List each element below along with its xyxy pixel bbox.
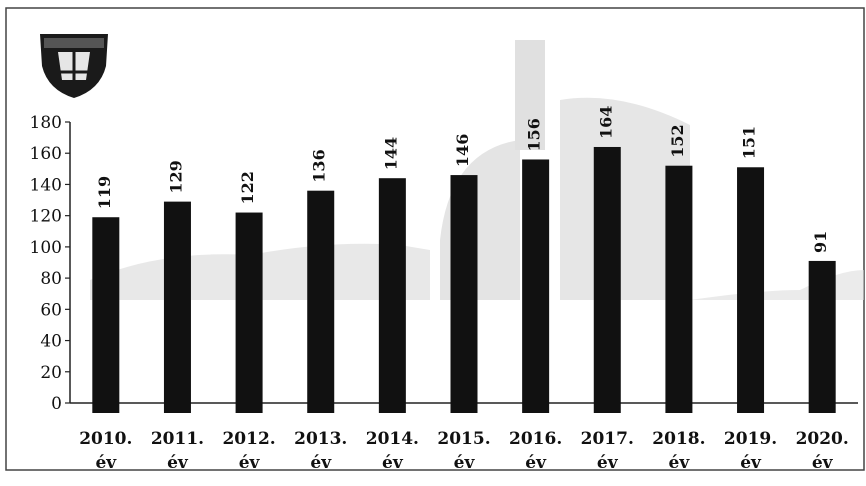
data-label: 152 bbox=[668, 124, 687, 157]
bar bbox=[307, 190, 335, 413]
bar bbox=[737, 167, 765, 413]
x-tick-label: 2013. bbox=[294, 429, 347, 449]
x-tick-label-suffix: év bbox=[310, 453, 332, 473]
y-tick-label: 120 bbox=[30, 207, 62, 227]
x-tick-label: 2014. bbox=[366, 429, 419, 449]
x-tick-label-suffix: év bbox=[740, 453, 762, 473]
bar bbox=[163, 201, 191, 413]
x-tick-label-suffix: év bbox=[812, 453, 834, 473]
y-tick-label: 40 bbox=[40, 332, 62, 352]
y-tick-label: 60 bbox=[40, 300, 62, 320]
y-tick-label: 0 bbox=[51, 394, 62, 414]
y-tick-label: 100 bbox=[30, 238, 62, 258]
x-tick-label: 2011. bbox=[151, 429, 204, 449]
x-tick-label: 2020. bbox=[796, 429, 849, 449]
x-tick-label-suffix: év bbox=[669, 453, 691, 473]
x-tick-label: 2012. bbox=[222, 429, 275, 449]
data-label: 119 bbox=[95, 176, 114, 209]
data-label: 151 bbox=[740, 126, 759, 159]
y-tick-label: 80 bbox=[40, 269, 62, 289]
bar bbox=[522, 159, 550, 413]
data-label: 146 bbox=[453, 134, 472, 167]
emblem-icon bbox=[40, 34, 108, 98]
value-labels: 119 129 122 136 144 146 156 164 152 151 91 bbox=[95, 106, 830, 253]
bar bbox=[808, 260, 836, 413]
y-tick-label: 140 bbox=[30, 175, 62, 195]
x-tick-label-suffix: év bbox=[239, 453, 261, 473]
x-tick-label: 2018. bbox=[652, 429, 705, 449]
data-label: 136 bbox=[310, 149, 329, 182]
x-tick-label-suffix: év bbox=[597, 453, 619, 473]
y-tick-label: 180 bbox=[30, 113, 62, 133]
data-label: 129 bbox=[166, 160, 185, 193]
x-tick-label-suffix: év bbox=[454, 453, 476, 473]
x-tick-label: 2017. bbox=[581, 429, 634, 449]
bar bbox=[235, 212, 263, 413]
bar bbox=[92, 217, 120, 413]
bar bbox=[378, 178, 406, 413]
data-label: 122 bbox=[238, 171, 257, 204]
y-ticks: 0 20 40 60 80 100 120 140 160 180 bbox=[30, 113, 70, 414]
bar bbox=[450, 175, 478, 413]
data-label: 156 bbox=[525, 118, 544, 151]
bar bbox=[593, 146, 621, 413]
page-border bbox=[5, 7, 865, 471]
data-label: 91 bbox=[811, 231, 830, 253]
x-tick-label: 2019. bbox=[724, 429, 777, 449]
x-tick-label-suffix: év bbox=[382, 453, 404, 473]
y-tick-label: 20 bbox=[40, 363, 62, 383]
data-label: 164 bbox=[596, 106, 615, 139]
data-label: 144 bbox=[381, 137, 400, 170]
x-tick-label-suffix: év bbox=[525, 453, 547, 473]
x-tick-label: 2016. bbox=[509, 429, 562, 449]
bar bbox=[665, 165, 693, 413]
x-tick-label: 2015. bbox=[437, 429, 490, 449]
y-tick-label: 160 bbox=[30, 144, 62, 164]
bars bbox=[92, 146, 836, 413]
x-labels: 2010. év 2011. év 2012. év 2013. év 2014. év 2015.… bbox=[79, 429, 849, 473]
x-tick-label-suffix: év bbox=[167, 453, 189, 473]
x-tick-label-suffix: év bbox=[95, 453, 117, 473]
x-tick-label: 2010. bbox=[79, 429, 132, 449]
